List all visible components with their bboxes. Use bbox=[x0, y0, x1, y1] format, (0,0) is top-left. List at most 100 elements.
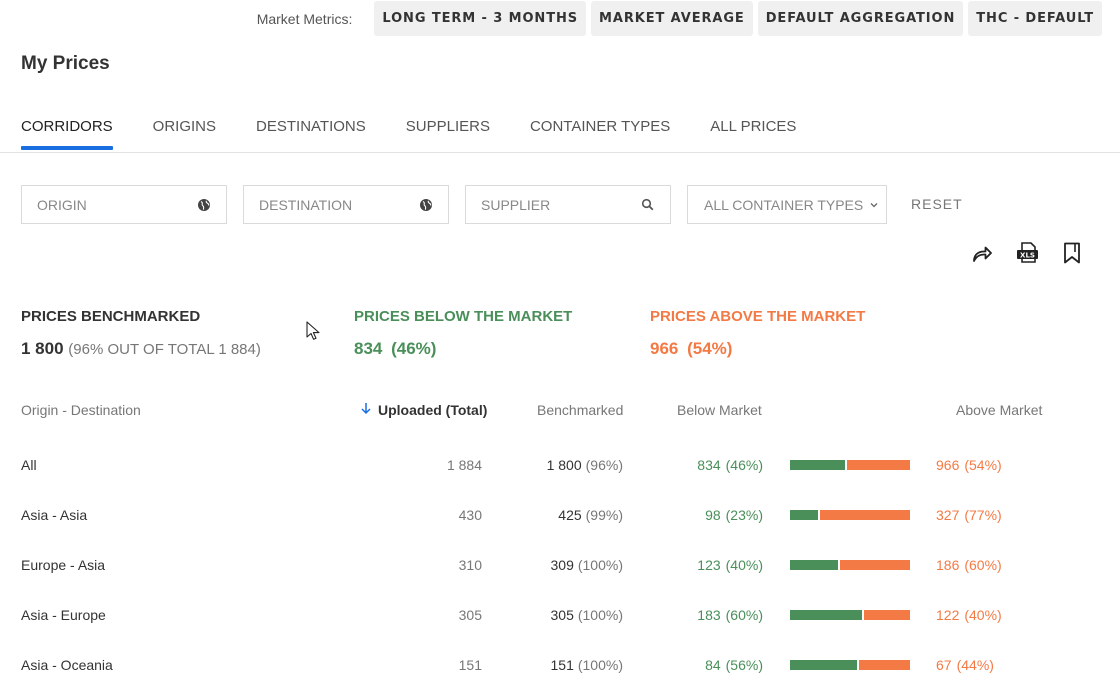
row-name: Asia - Europe bbox=[21, 607, 106, 623]
table-row[interactable]: Europe - Asia 310 309 (100%) 123 (40%) 186 (60%… bbox=[0, 555, 1120, 605]
row-above: 327 (77%) bbox=[936, 505, 1002, 525]
row-benchmarked-count: 305 bbox=[550, 607, 574, 623]
below-bar-segment bbox=[790, 460, 845, 470]
row-uploaded: 430 bbox=[458, 507, 482, 523]
metric-chip-term[interactable]: LONG TERM - 3 MONTHS bbox=[374, 1, 587, 36]
col-header-above[interactable]: Above Market bbox=[956, 402, 1043, 418]
tabs-divider bbox=[0, 152, 1120, 153]
table-row[interactable]: Asia - Europe 305 305 (100%) 183 (60%) 122 (40%… bbox=[0, 605, 1120, 655]
row-benchmarked-count: 151 bbox=[550, 657, 574, 673]
origin-placeholder: ORIGIN bbox=[37, 196, 87, 213]
table-row[interactable]: Asia - Oceania 151 151 (100%) 84 (56%) 67 (44%) bbox=[0, 655, 1120, 675]
row-benchmarked: 151 (100%) bbox=[551, 655, 624, 675]
row-above-count: 186 bbox=[936, 557, 960, 573]
stat-above-pct: (54%) bbox=[687, 339, 733, 358]
search-icon bbox=[641, 198, 655, 212]
globe-icon bbox=[419, 198, 433, 212]
row-below-pct: (60%) bbox=[725, 607, 763, 623]
col-header-below[interactable]: Below Market bbox=[677, 402, 762, 418]
above-bar-segment bbox=[847, 460, 910, 470]
row-above-count: 67 bbox=[936, 657, 952, 673]
row-below: 183 (60%) bbox=[697, 605, 763, 625]
table-row[interactable]: All 1 884 1 800 (96%) 834 (46%) 966 (54%) bbox=[0, 455, 1120, 505]
stat-benchmarked-value-line: 1 800 (96% OUT OF TOTAL 1 884) bbox=[21, 339, 261, 359]
row-above-pct: (77%) bbox=[964, 507, 1002, 523]
share-icon[interactable] bbox=[971, 242, 993, 264]
row-above-count: 122 bbox=[936, 607, 960, 623]
row-split-bar bbox=[790, 560, 910, 570]
row-below-count: 183 bbox=[697, 607, 721, 623]
row-below: 98 (23%) bbox=[705, 505, 763, 525]
tab-corridors[interactable]: CORRIDORS bbox=[21, 118, 113, 150]
row-below: 834 (46%) bbox=[697, 455, 763, 475]
row-above-count: 966 bbox=[936, 457, 960, 473]
row-uploaded: 151 bbox=[458, 657, 482, 673]
above-bar-segment bbox=[864, 610, 910, 620]
col-header-uploaded[interactable]: Uploaded (Total) bbox=[360, 402, 487, 418]
row-benchmarked: 425 (99%) bbox=[558, 505, 623, 525]
row-below-count: 98 bbox=[705, 507, 721, 523]
destination-input[interactable]: DESTINATION bbox=[243, 185, 449, 224]
row-below-count: 123 bbox=[697, 557, 721, 573]
stat-benchmarked: PRICES BENCHMARKED 1 800 (96% OUT OF TOT… bbox=[21, 308, 261, 359]
tab-suppliers[interactable]: SUPPLIERS bbox=[405, 118, 490, 135]
row-uploaded: 310 bbox=[458, 557, 482, 573]
metric-chip-average[interactable]: MARKET AVERAGE bbox=[591, 1, 753, 36]
row-above: 186 (60%) bbox=[936, 555, 1002, 575]
row-above-pct: (44%) bbox=[956, 657, 994, 673]
stat-benchmarked-value: 1 800 bbox=[21, 339, 64, 358]
stat-below-value: 834 bbox=[354, 339, 383, 358]
svg-text:XLS: XLS bbox=[1020, 251, 1035, 259]
row-split-bar bbox=[790, 510, 910, 520]
row-benchmarked-count: 309 bbox=[550, 557, 574, 573]
row-above: 67 (44%) bbox=[936, 655, 994, 675]
col-header-name[interactable]: Origin - Destination bbox=[21, 402, 141, 418]
tab-all-prices[interactable]: ALL PRICES bbox=[710, 118, 797, 135]
xls-export-icon[interactable]: XLS bbox=[1016, 242, 1040, 264]
tab-container-types[interactable]: CONTAINER TYPES bbox=[529, 118, 671, 135]
above-bar-segment bbox=[859, 660, 910, 670]
globe-icon bbox=[197, 198, 211, 212]
supplier-input[interactable]: SUPPLIER bbox=[465, 185, 671, 224]
row-benchmarked-pct: (96%) bbox=[585, 457, 623, 473]
below-bar-segment bbox=[790, 660, 857, 670]
table-row[interactable]: Asia - Asia 430 425 (99%) 98 (23%) 327 (77%) bbox=[0, 505, 1120, 555]
container-type-value: ALL CONTAINER TYPES bbox=[704, 196, 864, 213]
row-above-pct: (60%) bbox=[964, 557, 1002, 573]
metric-chip-aggregation[interactable]: DEFAULT AGGREGATION bbox=[757, 1, 964, 36]
row-name: Asia - Oceania bbox=[21, 657, 113, 673]
below-bar-segment bbox=[790, 610, 862, 620]
above-bar-segment bbox=[820, 510, 910, 520]
tab-bar: CORRIDORS ORIGINS DESTINATIONS SUPPLIERS… bbox=[21, 118, 836, 150]
row-below-pct: (23%) bbox=[725, 507, 763, 523]
bookmark-icon[interactable] bbox=[1062, 242, 1084, 264]
stat-below-label: PRICES BELOW THE MARKET bbox=[354, 308, 573, 325]
page-title: My Prices bbox=[21, 53, 110, 74]
row-name: All bbox=[21, 457, 37, 473]
tab-origins[interactable]: ORIGINS bbox=[152, 118, 217, 135]
supplier-placeholder: SUPPLIER bbox=[481, 196, 551, 213]
mouse-cursor-icon bbox=[306, 321, 320, 346]
row-above-pct: (40%) bbox=[964, 607, 1002, 623]
container-type-select[interactable]: ALL CONTAINER TYPES bbox=[687, 185, 887, 224]
row-name: Asia - Asia bbox=[21, 507, 88, 523]
row-above: 966 (54%) bbox=[936, 455, 1002, 475]
row-below-pct: (56%) bbox=[725, 657, 763, 673]
market-metrics-bar: Market Metrics: LONG TERM - 3 MONTHS MAR… bbox=[257, 1, 1120, 36]
row-below-count: 84 bbox=[705, 657, 721, 673]
stat-below-pct: (46%) bbox=[391, 339, 437, 358]
stat-above: PRICES ABOVE THE MARKET 966 (54%) bbox=[650, 308, 865, 359]
stat-below: PRICES BELOW THE MARKET 834 (46%) bbox=[354, 308, 572, 359]
tab-destinations[interactable]: DESTINATIONS bbox=[256, 118, 366, 135]
row-below: 123 (40%) bbox=[697, 555, 763, 575]
col-header-uploaded-label: Uploaded (Total) bbox=[378, 402, 488, 418]
destination-placeholder: DESTINATION bbox=[259, 196, 353, 213]
row-benchmarked: 1 800 (96%) bbox=[547, 455, 623, 475]
reset-button[interactable]: RESET bbox=[911, 196, 963, 212]
col-header-benchmarked[interactable]: Benchmarked bbox=[537, 402, 624, 418]
row-below: 84 (56%) bbox=[705, 655, 763, 675]
stat-benchmarked-label: PRICES BENCHMARKED bbox=[21, 308, 201, 325]
row-benchmarked-pct: (99%) bbox=[585, 507, 623, 523]
metric-chip-thc[interactable]: THC - DEFAULT bbox=[968, 1, 1102, 36]
origin-input[interactable]: ORIGIN bbox=[21, 185, 227, 224]
